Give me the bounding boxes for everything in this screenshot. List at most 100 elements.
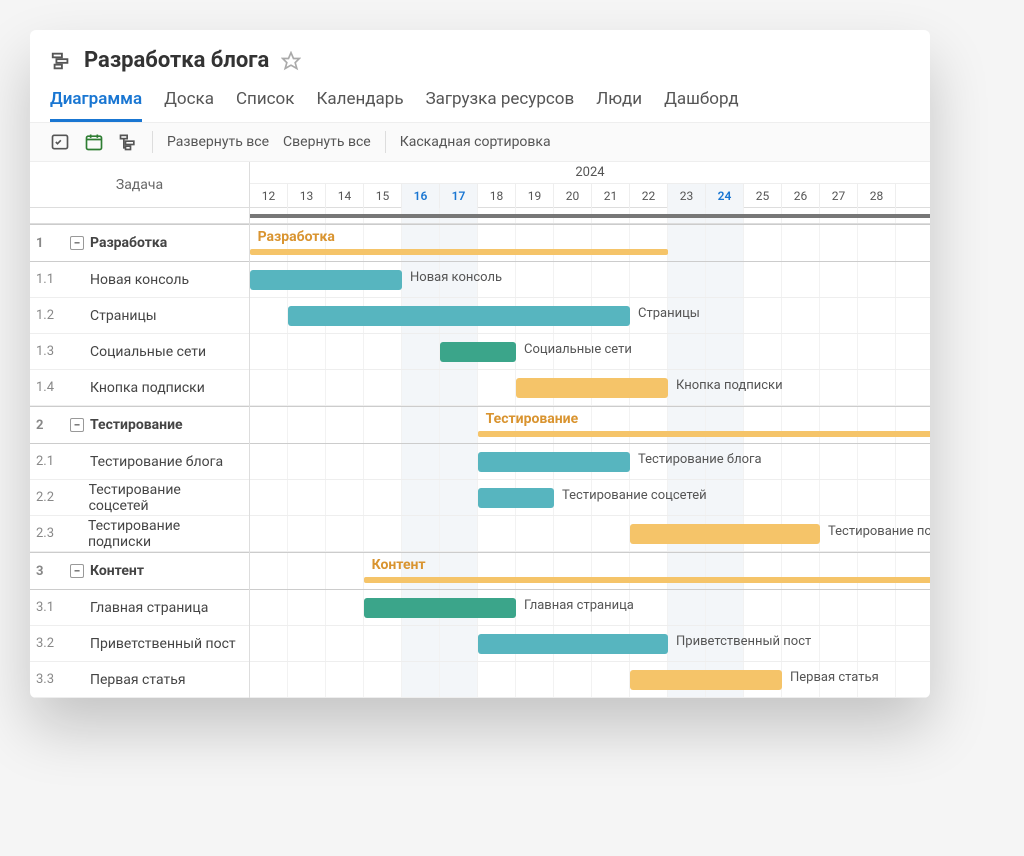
toolbar: Развернуть все Свернуть все Каскадная со…	[30, 122, 930, 162]
tab-дашборд[interactable]: Дашборд	[664, 83, 739, 122]
group-bar[interactable]	[364, 577, 930, 583]
group-bar[interactable]	[250, 249, 668, 255]
task-name[interactable]: Тестирование подписки	[88, 518, 239, 550]
day-header-25[interactable]: 25	[744, 184, 782, 208]
collapse-toggle[interactable]: −	[70, 418, 84, 432]
tab-загрузка ресурсов[interactable]: Загрузка ресурсов	[426, 83, 575, 122]
task-bar[interactable]	[478, 634, 668, 654]
task-list-column: Задача 1−Разработка1.1Новая консоль1.2Ст…	[30, 162, 250, 698]
day-header-14[interactable]: 14	[326, 184, 364, 208]
task-index: 3.1	[36, 600, 64, 615]
collapse-all-button[interactable]: Свернуть все	[283, 134, 371, 150]
task-bar[interactable]	[516, 378, 668, 398]
task-timeline-row: Новая консоль	[250, 262, 930, 298]
day-header-22[interactable]: 22	[630, 184, 668, 208]
day-header-21[interactable]: 21	[592, 184, 630, 208]
day-header-16[interactable]: 16	[402, 184, 440, 208]
task-bar[interactable]	[440, 342, 516, 362]
task-bar-label: Главная страница	[524, 598, 634, 613]
task-timeline-row: Социальные сети	[250, 334, 930, 370]
task-bar-label: Социальные сети	[524, 342, 632, 357]
group-row: 3−Контент	[30, 552, 249, 590]
task-index: 1.2	[36, 308, 64, 323]
task-bar[interactable]	[478, 452, 630, 472]
day-header-20[interactable]: 20	[554, 184, 592, 208]
task-bar-label: Новая консоль	[410, 270, 502, 285]
task-timeline-row: Приветственный пост	[250, 626, 930, 662]
task-name[interactable]: Социальные сети	[90, 344, 206, 360]
task-name[interactable]: Тестирование блога	[90, 454, 223, 470]
task-timeline-row: Тестирование блога	[250, 444, 930, 480]
group-index: 2	[36, 418, 64, 433]
task-timeline-row: Тестирование соцсетей	[250, 480, 930, 516]
header: Разработка блога	[30, 30, 930, 83]
tab-календарь[interactable]: Календарь	[316, 83, 403, 122]
timeline-spacer	[250, 208, 930, 224]
app-window: Разработка блога Диаграмма Доска Список Кал…	[30, 30, 930, 698]
task-bar[interactable]	[630, 524, 820, 544]
tab-диаграмма[interactable]: Диаграмма	[50, 83, 142, 122]
task-name[interactable]: Первая статья	[90, 672, 186, 688]
day-header-24[interactable]: 24	[706, 184, 744, 208]
group-bar-label: Контент	[372, 557, 426, 573]
task-name[interactable]: Новая консоль	[90, 272, 189, 288]
group-row: 2−Тестирование	[30, 406, 249, 444]
checklist-icon[interactable]	[50, 132, 70, 152]
task-index: 3.3	[36, 672, 64, 687]
task-name[interactable]: Приветственный пост	[90, 636, 236, 652]
day-header-19[interactable]: 19	[516, 184, 554, 208]
task-index: 2.1	[36, 454, 64, 469]
group-name[interactable]: Тестирование	[90, 417, 183, 433]
task-bar[interactable]	[250, 270, 402, 290]
group-name[interactable]: Контент	[90, 563, 144, 579]
day-header-17[interactable]: 17	[440, 184, 478, 208]
group-timeline-row: Контент	[250, 552, 930, 590]
task-timeline-row: Тестирование подписки	[250, 516, 930, 552]
task-name[interactable]: Страницы	[90, 308, 157, 324]
year-label: 2024	[250, 162, 930, 184]
cascade-sort-button[interactable]: Каскадная сортировка	[400, 134, 551, 150]
task-row: 1.3Социальные сети	[30, 334, 249, 370]
task-timeline-row: Главная страница	[250, 590, 930, 626]
day-header-23[interactable]: 23	[668, 184, 706, 208]
task-name[interactable]: Тестирование соцсетей	[89, 482, 239, 514]
task-bar[interactable]	[630, 670, 782, 690]
task-name[interactable]: Кнопка подписки	[90, 380, 205, 396]
calendar-today-icon[interactable]	[84, 132, 104, 152]
day-header-12[interactable]: 12	[250, 184, 288, 208]
gantt-chart: Задача 1−Разработка1.1Новая консоль1.2Ст…	[30, 162, 930, 698]
collapse-toggle[interactable]: −	[70, 236, 84, 250]
task-row: 1.2 Страницы	[30, 298, 249, 334]
day-header-27[interactable]: 27	[820, 184, 858, 208]
group-index: 3	[36, 564, 64, 579]
view-tabs: Диаграмма Доска Список Календарь Загрузка ре…	[30, 83, 930, 122]
tab-список[interactable]: Список	[236, 83, 294, 122]
collapse-toggle[interactable]: −	[70, 564, 84, 578]
task-bar[interactable]	[288, 306, 630, 326]
tab-доска[interactable]: Доска	[164, 83, 214, 122]
task-index: 2.2	[36, 490, 63, 505]
tab-люди[interactable]: Люди	[596, 83, 642, 122]
day-header-15[interactable]: 15	[364, 184, 402, 208]
task-bar[interactable]	[364, 598, 516, 618]
group-bar-label: Тестирование	[486, 411, 579, 427]
task-row: 3.2Приветственный пост	[30, 626, 249, 662]
expand-all-button[interactable]: Развернуть все	[167, 134, 269, 150]
task-bar[interactable]	[478, 488, 554, 508]
day-header-28[interactable]: 28	[858, 184, 896, 208]
timeline-column: 2024 1213141516171819202122232425262728 …	[250, 162, 930, 698]
day-header-18[interactable]: 18	[478, 184, 516, 208]
task-row: 3.3 Первая статья	[30, 662, 249, 698]
task-name[interactable]: Главная страница	[90, 600, 208, 616]
group-bar[interactable]	[478, 431, 930, 437]
day-header-13[interactable]: 13	[288, 184, 326, 208]
task-bar-label: Кнопка подписки	[676, 378, 783, 393]
group-bar-label: Разработка	[258, 229, 335, 245]
group-name[interactable]: Разработка	[90, 235, 167, 251]
star-icon[interactable]	[281, 51, 301, 71]
group-timeline-row: Тестирование	[250, 406, 930, 444]
task-row: 1.1Новая консоль	[30, 262, 249, 298]
subtasks-icon[interactable]	[118, 132, 138, 152]
day-header-26[interactable]: 26	[782, 184, 820, 208]
task-row: 2.1 Тестирование блога	[30, 444, 249, 480]
